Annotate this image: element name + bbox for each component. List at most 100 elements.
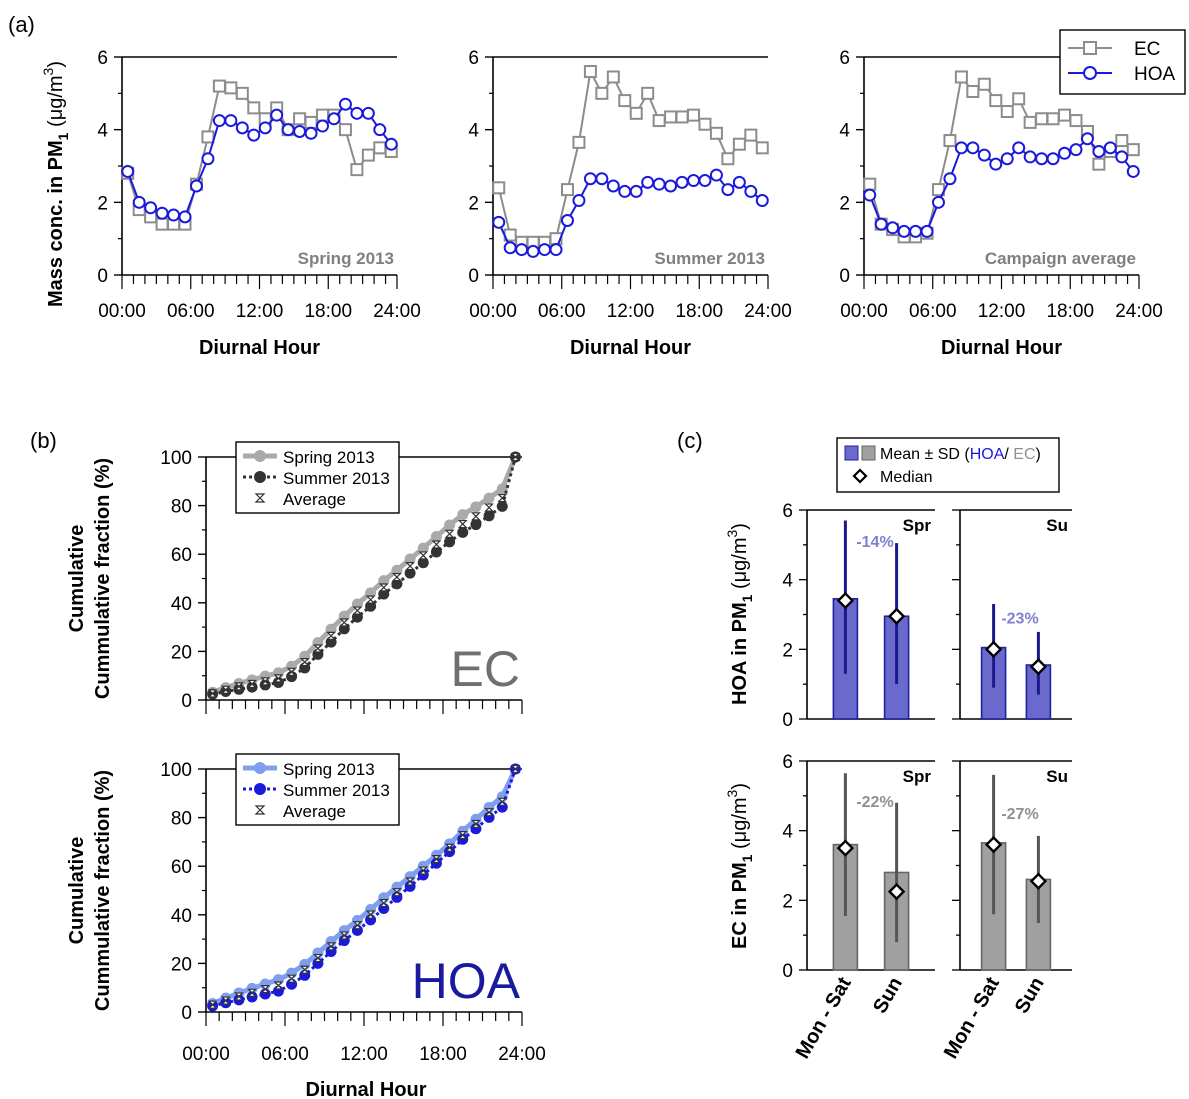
data-point-hoa [1046,152,1060,166]
data-point-average [207,1000,218,1009]
legend-swatch-marker [254,450,266,462]
data-point-hoa [595,172,609,186]
data-point-ec [212,79,226,93]
chart-ec-cumulative: 0 20 40 60 80 100 Cumulative Cummulative fracti… [66,441,523,714]
data-point-hoa [909,224,923,238]
legend-swatch-marker [254,783,266,795]
y-tick-label: 2 [97,193,108,214]
data-point-ec [641,86,655,100]
bar-panel-ec-su: Su -27% Mon - Sat Sun [940,760,1072,1062]
data-point-average [339,618,350,627]
data-point-average [220,685,231,694]
y-axis-title: Mass conc. in PM1 (μg/m3) [40,61,71,307]
season-label: Spr [903,516,932,535]
data-point-average [378,583,389,592]
legend-swatch-marker [1083,41,1097,55]
data-point-hoa [721,183,735,197]
y-tick-label: 20 [171,642,192,663]
data-point-average [312,644,323,653]
data-point-ec [966,85,980,99]
data-point-summer [417,557,429,569]
data-point-hoa [583,172,597,186]
x-tick-label: 00:00 [469,301,517,322]
data-point-hoa [549,243,563,257]
x-tick-label: 06:00 [261,1044,309,1065]
data-point-hoa [189,179,203,193]
y-tick-label: 0 [782,710,793,731]
x-tick-label: 00:00 [840,301,888,322]
data-point-ec [373,141,387,155]
data-point-average [312,953,323,963]
data-point-ec [698,117,712,131]
data-point-ec [304,115,318,129]
data-point-hoa [572,194,586,208]
data-point-hoa [503,241,517,255]
y-tick-label: 80 [171,497,192,518]
data-point-ec [583,65,597,79]
data-point-ec [316,108,330,122]
y-tick-label: 4 [782,822,793,843]
data-point-summer [483,510,495,522]
data-point-ec [977,77,991,91]
data-point-hoa [1103,141,1117,155]
data-point-average [510,452,521,462]
data-point-ec [721,152,735,166]
data-point-ec [1023,115,1037,129]
data-point-ec [1069,114,1083,128]
data-point-spring [404,553,416,565]
legend-label-median: Median [880,469,932,486]
data-point-average [365,595,376,604]
x-tick-label: 06:00 [909,301,957,322]
y-tick-label: 100 [160,448,192,469]
data-point-hoa [977,148,991,162]
data-point-average [260,677,271,686]
data-point-average [286,667,297,676]
data-point-summer [430,546,442,558]
median-marker [984,640,1003,659]
data-point-ec [224,81,238,95]
data-point-average [484,808,495,817]
data-point-ec [1115,134,1129,148]
legend-label: HOA [1134,64,1176,85]
data-point-hoa [316,119,330,133]
data-point-average [299,657,310,667]
legend-swatch-marker [1083,66,1097,80]
data-point-ec [1058,108,1072,122]
bar-panel-hoa-spr: 0 2 4 6 Spr -14% [782,501,935,731]
data-point-spring [444,519,456,531]
data-point-hoa [629,184,643,198]
panel-c-label: (c) [677,428,703,453]
season-annotation: Campaign average [985,249,1136,268]
data-point-hoa [515,243,529,257]
x-category-label: Sun [1011,974,1049,1018]
data-point-average [299,965,310,974]
percent-change-label: -23% [1001,611,1038,628]
data-point-spring [417,542,429,554]
data-point-average [339,931,350,940]
y-tick-label: 0 [181,691,192,712]
data-point-hoa [270,108,284,122]
data-point-ec [629,106,643,120]
data-point-ec [155,217,169,231]
data-point-average [470,819,481,829]
data-point-ec [350,163,364,177]
y-tick-label: 4 [97,121,108,142]
x-tick-label: 24:00 [744,301,792,322]
x-tick-label: 18:00 [1046,301,1094,322]
data-point-ec [652,114,666,128]
legend: EC HOA [1059,29,1186,95]
legend-box [1059,29,1186,95]
data-point-hoa [744,184,758,198]
chart-summer-diurnal: 0 2 4 6 00:00 06:00 12:00 18:00 24:00 Diurnal Hou… [468,48,791,359]
data-point-ec [744,128,758,142]
y-tick-label: 4 [468,121,479,142]
x-tick-label: 24:00 [373,301,421,322]
data-point-hoa [201,152,215,166]
legend-label: Average [283,802,346,821]
data-point-hoa [755,194,769,208]
data-point-ec [201,130,215,144]
data-point-ec [1012,92,1026,106]
legend-label: EC [1134,39,1160,60]
data-point-hoa [1115,150,1129,164]
data-point-average [457,519,468,529]
